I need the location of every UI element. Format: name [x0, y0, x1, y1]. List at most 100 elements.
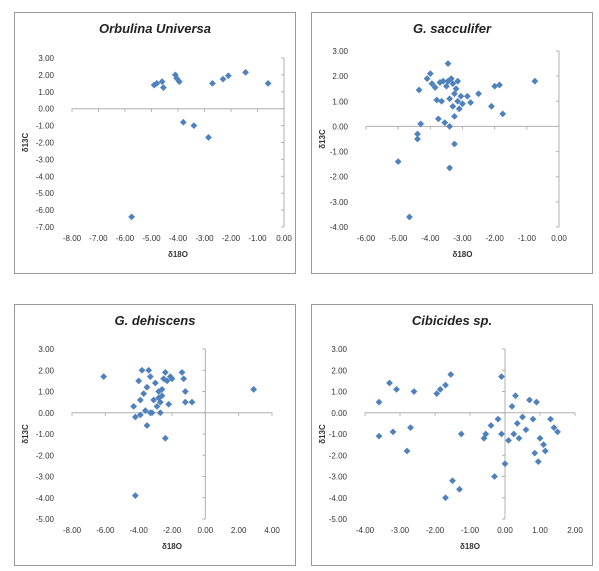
y-tick-label: 3.00 [331, 345, 347, 354]
data-point [499, 110, 507, 118]
x-tick-label: -1.00 [518, 234, 537, 243]
data-point [433, 96, 441, 104]
x-tick-label: -6.00 [116, 234, 135, 243]
data-point [417, 120, 425, 128]
y-tick-label: 3.00 [38, 345, 54, 354]
data-point [467, 99, 474, 106]
data-point [451, 140, 458, 148]
x-tick-label: -4.00 [130, 526, 149, 535]
x-tick-label: 0.00 [198, 526, 214, 535]
data-point [491, 82, 499, 90]
data-point [508, 402, 516, 410]
data-point [446, 164, 454, 172]
data-point [209, 79, 216, 87]
y-tick-label: -4.00 [330, 223, 349, 232]
y-tick-label: 2.00 [332, 72, 348, 81]
chart-panel-1: Orbulina Universa 3.00 2.00 1.00 0.00 -1.00 -2… [14, 12, 296, 274]
y-tick-label: 1.00 [331, 388, 347, 397]
y-axis-label: δ13C [21, 424, 30, 444]
x-tick-label: 0.00 [276, 234, 292, 243]
data-point [431, 84, 439, 91]
data-point [443, 82, 450, 90]
data-point [531, 449, 539, 457]
x-tick-label: -4.00 [421, 234, 440, 243]
data-point [526, 396, 533, 404]
y-tick-label: 3.00 [38, 54, 54, 63]
y-axis-label: δ13C [318, 424, 327, 444]
data-point [451, 112, 458, 120]
chart-frame [311, 304, 593, 566]
y-tick-label: -3.00 [329, 473, 348, 482]
data-point [536, 434, 544, 442]
y-tick-label: -3.00 [36, 473, 55, 482]
data-point [131, 492, 139, 500]
y-tick-label: 1.00 [38, 388, 54, 397]
data-point [457, 92, 465, 100]
y-tick-label: -5.00 [36, 515, 55, 524]
y-tick-label: -1.00 [36, 430, 55, 439]
data-point [438, 97, 445, 105]
y-tick-label: -1.00 [36, 122, 55, 131]
data-point [224, 72, 232, 80]
data-point [190, 122, 198, 129]
data-point [414, 130, 421, 138]
y-tick-label: -2.00 [36, 451, 55, 460]
y-tick-label: 3.00 [332, 47, 348, 56]
data-point [428, 80, 436, 88]
y-tick-label: -3.00 [36, 155, 55, 164]
data-point [550, 424, 558, 432]
data-point [488, 102, 495, 110]
y-tick-label: -4.00 [36, 494, 55, 503]
x-tick-label: -1.00 [461, 526, 480, 535]
chart-title: G. sacculifer [413, 21, 492, 36]
chart-frame [14, 12, 296, 274]
data-point [452, 85, 460, 93]
data-point [529, 415, 537, 423]
chart-panel-3: G. dehiscens 3.00 2.00 1.00 0.00 -1.00 -2.00 -3… [14, 304, 296, 566]
data-point [264, 79, 272, 87]
data-point [449, 102, 457, 110]
x-tick-label: 4.00 [264, 526, 280, 535]
x-tick-label: -6.00 [357, 234, 376, 243]
data-point [150, 81, 158, 89]
y-tick-label: 1.00 [332, 97, 348, 106]
x-tick-label: -2.00 [163, 526, 182, 535]
data-point [541, 447, 549, 455]
data-point [441, 119, 449, 127]
data-point [515, 434, 523, 442]
y-tick-label: -2.00 [36, 139, 55, 148]
data-point [219, 75, 227, 83]
cibicides-scatter-chart: Cibicides sp. 3.00 2.00 1.00 0.00 -1.00 -2.00 -… [311, 304, 593, 566]
data-point [533, 398, 540, 406]
y-tick-label: -2.00 [329, 451, 348, 460]
data-point [447, 75, 455, 83]
y-tick-label: -5.00 [329, 515, 348, 524]
x-tick-label: 0.00 [551, 234, 567, 243]
data-point [540, 441, 547, 449]
data-point [496, 81, 503, 89]
data-point [534, 458, 542, 466]
y-tick-label: -2.00 [330, 173, 349, 182]
data-point [446, 95, 454, 103]
x-tick-label: 2.00 [231, 526, 247, 535]
chart-title: Cibicides sp. [412, 313, 492, 328]
y-tick-label: 0.00 [38, 409, 54, 418]
data-point [531, 77, 539, 85]
x-tick-label: -6.00 [96, 526, 115, 535]
chart-frame [14, 304, 296, 566]
x-tick-label: -3.00 [453, 234, 472, 243]
data-point [519, 413, 526, 421]
data-point [414, 135, 421, 143]
data-point [439, 77, 447, 85]
data-point [451, 90, 458, 98]
y-axis-label: δ13C [318, 129, 327, 149]
data-point [415, 86, 423, 94]
y-tick-label: 2.00 [38, 366, 54, 375]
x-tick-label: 0.00 [497, 526, 513, 535]
data-point [426, 70, 434, 78]
y-tick-label: 2.00 [331, 366, 347, 375]
data-point [454, 97, 462, 105]
x-tick-label: -2.00 [426, 526, 445, 535]
data-point [512, 392, 519, 400]
y-axis-label: δ13C [21, 133, 30, 153]
